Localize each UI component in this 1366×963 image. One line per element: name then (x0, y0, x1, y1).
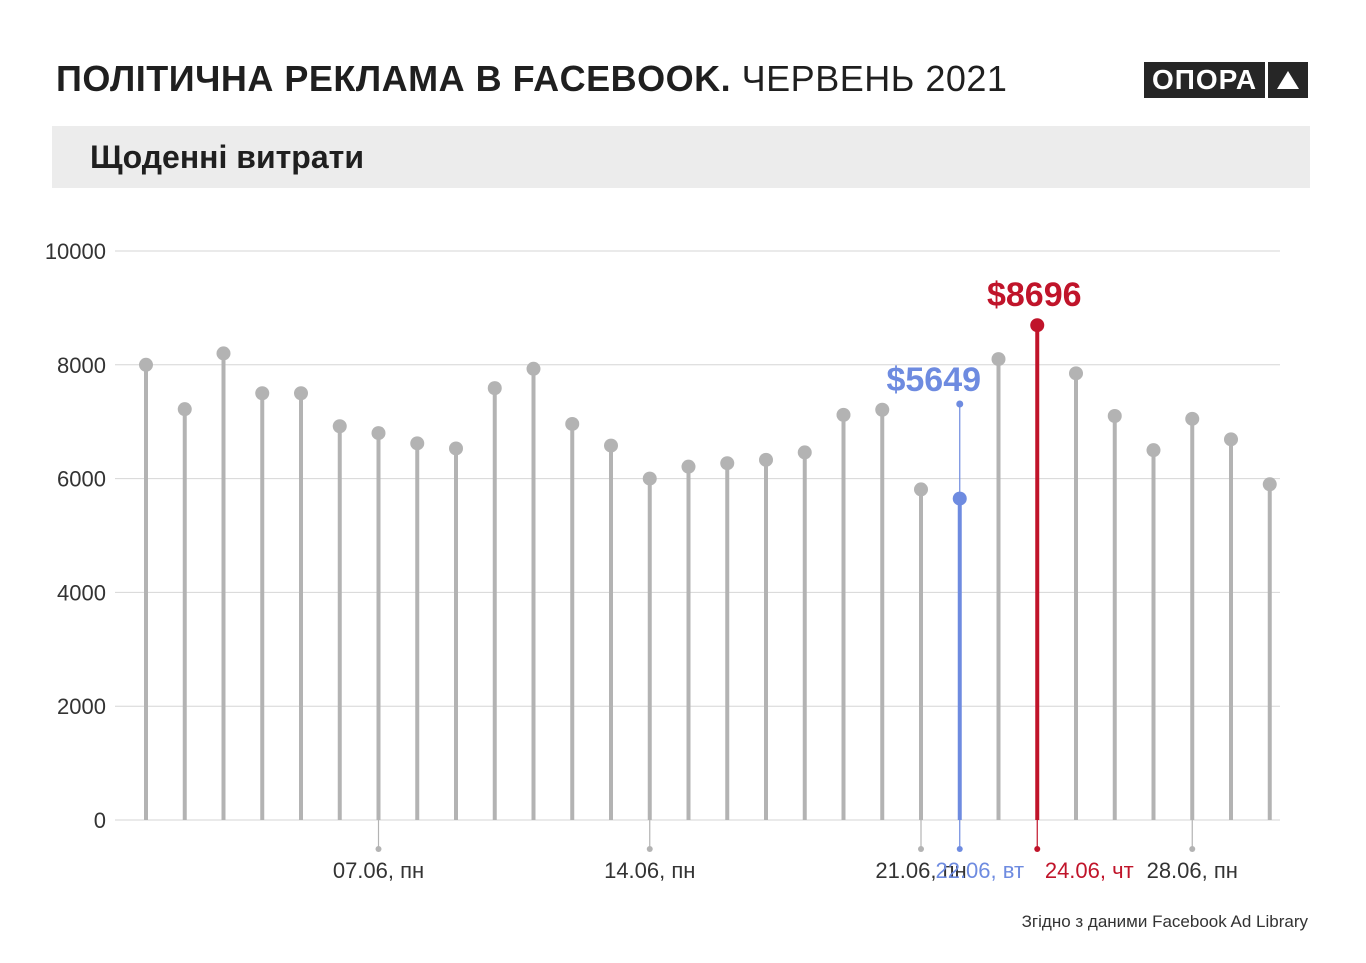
lollipop-dot (1069, 366, 1083, 381)
x-tick-label: 28.06, пн (1147, 858, 1238, 883)
lollipop-dot (177, 402, 192, 417)
x-tick-label: 22.06, вт (935, 858, 1024, 883)
lollipop-dot (720, 456, 735, 471)
lollipop-dot (449, 441, 463, 456)
lollipop-dot (255, 386, 270, 401)
lollipop-dot (332, 419, 347, 434)
y-tick-label: 6000 (57, 467, 106, 492)
x-tick-label: 24.06, чт (1045, 858, 1134, 883)
y-tick-label: 4000 (57, 580, 106, 605)
annotation-leader-dot (956, 400, 964, 408)
title-bold: ПОЛІТИЧНА РЕКЛАМА В FACEBOOK. (56, 58, 732, 99)
x-tick-dot (1034, 846, 1041, 852)
lollipop-dot (410, 436, 425, 451)
title-light: ЧЕРВЕНЬ 2021 (741, 58, 1008, 99)
lollipop-dot (1262, 477, 1277, 492)
triangle-logo-icon (1268, 62, 1309, 98)
y-tick-label: 8000 (57, 353, 106, 378)
x-tick-label: 21.06, пн (875, 858, 966, 883)
lollipop-dot (875, 402, 890, 417)
lollipop-dot (759, 452, 773, 467)
lollipop-dot (1107, 409, 1122, 424)
lollipop-dot (914, 482, 928, 497)
x-tick-dot (375, 846, 382, 852)
chart-subtitle: Щоденні витрати (90, 139, 364, 175)
lollipop-dot (604, 438, 618, 453)
x-tick-label: 07.06, пн (333, 858, 424, 883)
lollipop-dot (294, 386, 308, 401)
lollipop-dot (681, 459, 696, 474)
lollipop-dot (991, 352, 1006, 367)
subtitle-bar: Щоденні витрати (52, 126, 1310, 188)
y-tick-label: 2000 (57, 694, 106, 719)
y-tick-label: 0 (94, 808, 106, 833)
lollipop-dot (1030, 318, 1045, 333)
x-tick-dot (918, 846, 924, 852)
lollipop-dot (526, 361, 541, 376)
y-tick-label: 10000 (45, 239, 106, 264)
lollipop-dot (1146, 443, 1161, 458)
lollipop-dot (371, 426, 386, 441)
logo-text: ОПОРА (1144, 62, 1266, 98)
value-annotation: $5649 (886, 361, 981, 399)
x-tick-dot (956, 846, 963, 852)
value-annotation: $8696 (987, 276, 1082, 314)
lollipop-dot (642, 471, 657, 486)
x-tick-dot (646, 846, 653, 852)
x-tick-label: 14.06, пн (604, 858, 695, 883)
lollipop-dot (1224, 432, 1238, 447)
lollipop-dot (565, 416, 580, 431)
lollipop-dot (487, 381, 502, 396)
source-note: Згідно з даними Facebook Ad Library (1021, 912, 1308, 931)
lollipop-dot (797, 445, 812, 460)
x-tick-dot (1189, 846, 1196, 852)
lollipop-dot (216, 346, 231, 361)
chart-title: ПОЛІТИЧНА РЕКЛАМА В FACEBOOK. ЧЕРВЕНЬ 20… (56, 58, 1007, 100)
opora-logo: ОПОРА (1144, 62, 1309, 98)
lollipop-dot (836, 407, 851, 422)
lollipop-dot (1185, 411, 1200, 426)
lollipop-dot (139, 357, 153, 372)
